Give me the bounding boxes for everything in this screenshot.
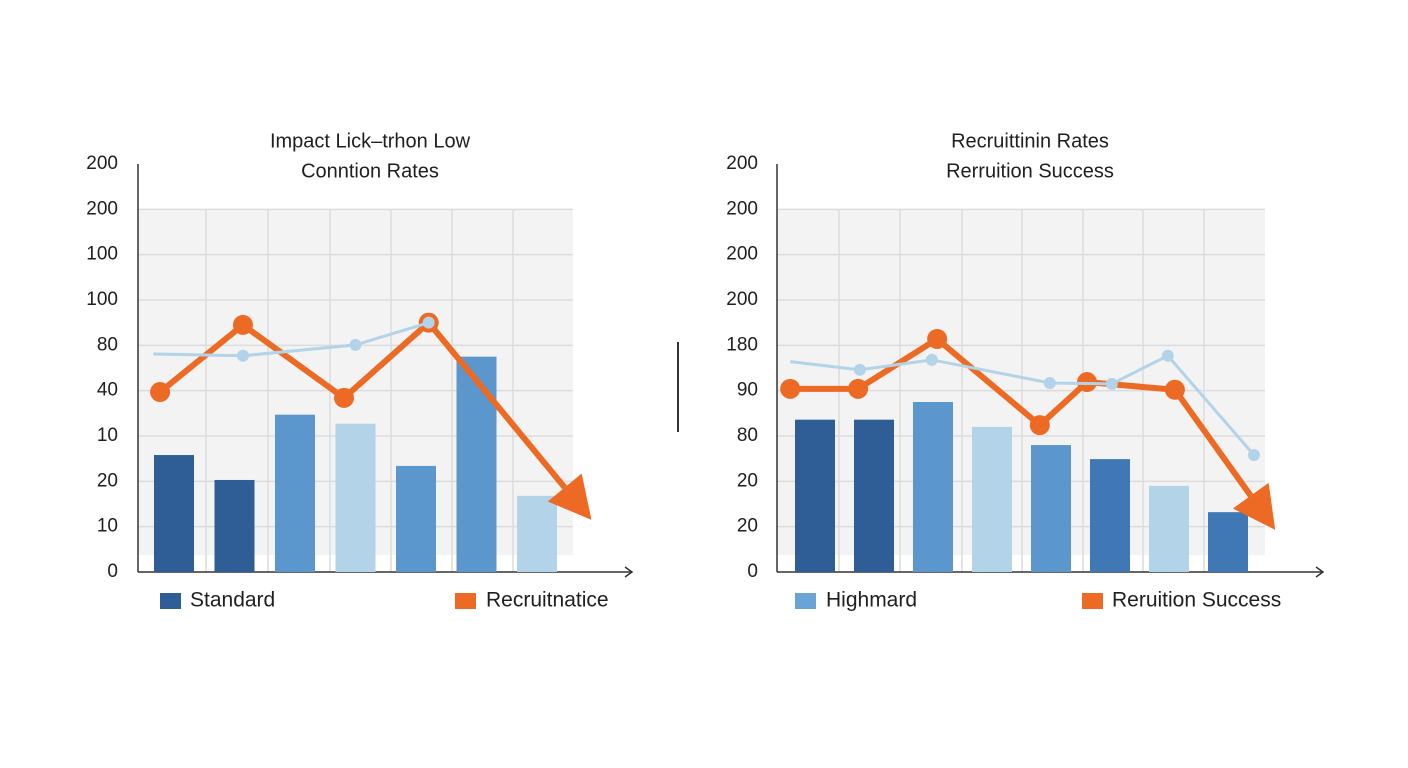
legend-swatch	[1082, 593, 1103, 609]
line-marker	[1029, 415, 1050, 436]
y-tick-label: 0	[107, 561, 118, 582]
bar	[1149, 485, 1189, 572]
bar	[972, 426, 1012, 572]
y-tick-label: 10	[97, 516, 118, 537]
line-arrowhead	[547, 473, 592, 520]
line-marker	[1164, 379, 1185, 400]
bar	[854, 419, 894, 572]
line-marker	[1105, 377, 1118, 390]
legend-label: Recruitnatice	[486, 589, 609, 612]
bar	[1031, 445, 1071, 572]
line-marker	[927, 328, 948, 349]
bar	[1090, 459, 1130, 572]
bar	[335, 423, 376, 572]
y-tick-label: 0	[747, 561, 758, 582]
legend-swatch	[160, 593, 181, 609]
line-marker	[1043, 376, 1056, 389]
line-marker	[780, 378, 801, 399]
bar	[214, 479, 255, 572]
y-tick-label: 40	[97, 380, 118, 401]
y-tick-label: 80	[737, 425, 758, 446]
line-marker	[1247, 449, 1260, 462]
y-tick-label: 200	[726, 244, 758, 265]
bar	[396, 465, 436, 572]
bar	[154, 455, 194, 572]
y-tick-label: 90	[737, 380, 758, 401]
line-arrowhead	[1232, 482, 1276, 530]
bar	[795, 419, 835, 572]
x-axis-arrow	[1315, 566, 1325, 578]
line-marker	[853, 363, 866, 376]
bar	[275, 414, 315, 572]
bar	[517, 495, 557, 572]
bar	[1208, 512, 1248, 572]
line-marker	[925, 353, 938, 366]
y-tick-label: 200	[726, 289, 758, 310]
line-marker	[349, 338, 362, 351]
y-tick-label: 10	[97, 425, 118, 446]
legend-swatch	[455, 593, 476, 609]
legend-swatch	[795, 593, 816, 609]
line-series	[153, 321, 430, 358]
legend-label: Highmard	[826, 589, 917, 612]
line-marker	[848, 378, 869, 399]
bar	[456, 356, 497, 572]
line-marker	[334, 387, 355, 408]
y-tick-label: 200	[86, 198, 118, 219]
y-tick-label: 20	[737, 516, 758, 537]
y-tick-label: 20	[737, 470, 758, 491]
y-tick-label: 200	[726, 153, 758, 174]
y-tick-label: 80	[97, 334, 118, 355]
line-marker	[1161, 349, 1174, 362]
y-tick-label: 100	[86, 244, 118, 265]
y-tick-label: 200	[726, 198, 758, 219]
line-marker	[232, 314, 253, 335]
legend-label: Reruition Success	[1112, 589, 1281, 612]
line-marker	[422, 316, 435, 329]
y-tick-label: 20	[97, 470, 118, 491]
legend-label: Standard	[190, 589, 275, 612]
y-tick-label: 100	[86, 289, 118, 310]
y-tick-label: 180	[726, 334, 758, 355]
chart-title: Impact Lick–trhon Low	[270, 130, 471, 152]
line-marker	[236, 349, 249, 362]
chart-title: Rerruition Success	[946, 160, 1114, 182]
x-axis-arrow	[624, 566, 634, 578]
chart-title: Conntion Rates	[301, 160, 439, 182]
y-tick-label: 200	[86, 153, 118, 174]
line-marker	[150, 382, 171, 403]
chart-title: Recruittinin Rates	[951, 130, 1109, 152]
bar	[913, 402, 953, 572]
